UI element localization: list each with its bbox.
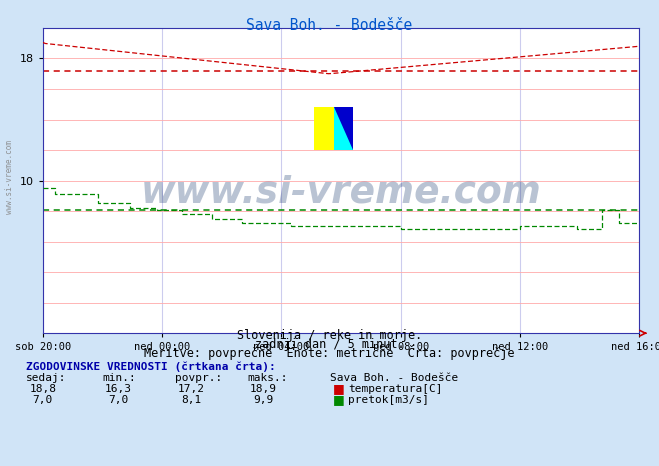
Text: ■: ■ — [333, 383, 345, 395]
Text: 9,9: 9,9 — [254, 395, 273, 404]
Text: 7,0: 7,0 — [33, 395, 53, 404]
Text: maks.:: maks.: — [247, 373, 287, 383]
Text: Meritve: povprečne  Enote: metrične  Črta: povprečje: Meritve: povprečne Enote: metrične Črta:… — [144, 345, 515, 360]
Text: ZGODOVINSKE VREDNOSTI (črtkana črta):: ZGODOVINSKE VREDNOSTI (črtkana črta): — [26, 362, 276, 372]
Bar — [314, 107, 333, 150]
Text: 16,3: 16,3 — [105, 384, 132, 394]
Text: zadnji dan / 5 minut.: zadnji dan / 5 minut. — [254, 338, 405, 351]
Text: temperatura[C]: temperatura[C] — [348, 384, 442, 394]
Text: www.si-vreme.com: www.si-vreme.com — [5, 140, 14, 214]
Text: min.:: min.: — [102, 373, 136, 383]
Text: sedaj:: sedaj: — [26, 373, 67, 383]
Text: povpr.:: povpr.: — [175, 373, 222, 383]
Text: ■: ■ — [333, 393, 345, 405]
Text: pretok[m3/s]: pretok[m3/s] — [348, 395, 429, 404]
Text: Sava Boh. - Bodešče: Sava Boh. - Bodešče — [330, 373, 458, 383]
Polygon shape — [333, 107, 353, 150]
Bar — [333, 107, 353, 150]
Text: www.si-vreme.com: www.si-vreme.com — [140, 175, 542, 211]
Text: 7,0: 7,0 — [109, 395, 129, 404]
Text: 8,1: 8,1 — [181, 395, 201, 404]
Text: Sava Boh. - Bodešče: Sava Boh. - Bodešče — [246, 18, 413, 33]
Text: 17,2: 17,2 — [178, 384, 204, 394]
Text: Slovenija / reke in morje.: Slovenija / reke in morje. — [237, 329, 422, 342]
Text: 18,9: 18,9 — [250, 384, 277, 394]
Text: 18,8: 18,8 — [30, 384, 56, 394]
